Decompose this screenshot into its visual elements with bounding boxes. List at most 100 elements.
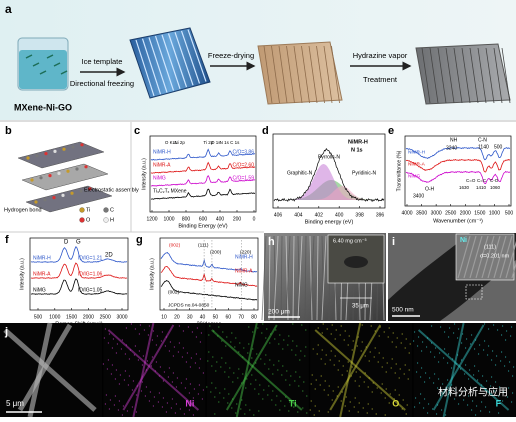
map-dot xyxy=(139,324,141,326)
label: N 1s xyxy=(351,147,363,153)
label: j xyxy=(4,326,8,338)
map-dot xyxy=(217,335,219,337)
fiber xyxy=(268,235,271,321)
map-dot xyxy=(390,367,392,369)
aerogel-block xyxy=(257,41,343,105)
map-dot xyxy=(363,381,365,383)
atom xyxy=(62,147,66,151)
label: Hydrogen bond xyxy=(4,207,42,213)
map-dot xyxy=(468,378,470,380)
map-dot xyxy=(453,332,455,334)
map-dot xyxy=(495,381,497,383)
plot-frame xyxy=(272,133,386,209)
map-dot xyxy=(125,344,127,346)
map-fiber xyxy=(235,322,258,418)
map-dot xyxy=(492,350,494,352)
map-dot xyxy=(414,406,416,408)
x-tick-label: 600 xyxy=(199,216,208,222)
trace xyxy=(160,265,258,287)
label: b xyxy=(5,125,12,137)
map-dot xyxy=(231,407,233,409)
legend-dot xyxy=(103,207,109,213)
map-dot xyxy=(175,386,177,388)
atom xyxy=(61,193,65,197)
map-dot xyxy=(422,341,424,343)
label: Intensity (a.u.) xyxy=(19,258,25,290)
map-dot xyxy=(130,323,132,325)
map-dot xyxy=(251,374,253,376)
map-dot xyxy=(432,408,434,410)
map-dot xyxy=(171,398,173,400)
map-dot xyxy=(490,385,492,387)
map-dot xyxy=(378,352,380,354)
map-dot xyxy=(195,336,197,338)
map-dot xyxy=(449,327,451,329)
fiber xyxy=(292,235,295,321)
label: g xyxy=(136,234,143,246)
map-dot xyxy=(340,325,342,327)
map-tile xyxy=(206,323,309,417)
map-dot xyxy=(138,350,140,352)
x-tick-label: 398 xyxy=(355,212,364,218)
map-dot xyxy=(124,370,126,372)
map-dot xyxy=(265,354,267,356)
series-label: NiMG xyxy=(153,175,166,181)
map-dot xyxy=(405,338,407,340)
channel xyxy=(271,45,280,104)
map-dot xyxy=(248,343,250,345)
map-dot xyxy=(508,370,510,372)
map-dot xyxy=(275,329,277,331)
fiber xyxy=(280,235,283,321)
map-dot xyxy=(288,410,290,412)
map-dot xyxy=(239,342,241,344)
atom xyxy=(34,200,38,204)
map-dot xyxy=(191,331,193,333)
sheet xyxy=(25,185,113,213)
map-dot xyxy=(114,395,116,397)
map-dot xyxy=(341,391,343,393)
map-dot xyxy=(451,384,453,386)
map-dot xyxy=(272,390,274,392)
map-dot xyxy=(457,354,459,356)
map-dot xyxy=(273,364,275,366)
atom xyxy=(30,178,34,182)
label: 1410 xyxy=(476,185,487,190)
map-dot xyxy=(140,390,142,392)
map-dot xyxy=(374,347,376,349)
map-dot xyxy=(127,384,129,386)
map-dot xyxy=(274,338,276,340)
map-dot xyxy=(155,361,157,363)
map-dot xyxy=(210,391,212,393)
map-dot xyxy=(242,356,244,358)
map-dot xyxy=(373,356,375,358)
map-dot xyxy=(485,389,487,391)
map-dot xyxy=(212,356,214,358)
map-dot xyxy=(192,414,194,416)
atom xyxy=(57,171,61,175)
map-dot xyxy=(270,333,272,335)
map-dot xyxy=(349,401,351,403)
map-dot xyxy=(476,405,478,407)
map-dot xyxy=(286,370,288,372)
map-dot xyxy=(464,390,466,392)
map-dot xyxy=(335,329,337,331)
map-dot xyxy=(368,360,370,362)
map-dot xyxy=(454,323,456,325)
map-dot xyxy=(416,371,418,373)
label: 2D xyxy=(105,253,113,259)
x-tick-label: 80 xyxy=(251,314,257,320)
map-dot xyxy=(434,373,436,375)
map-dot xyxy=(243,347,245,349)
map-label: F xyxy=(496,398,502,408)
map-dot xyxy=(474,365,476,367)
map-fiber xyxy=(107,329,200,411)
map-fiber xyxy=(442,322,465,418)
map-dot xyxy=(407,378,409,380)
flake xyxy=(39,70,47,75)
map-dot xyxy=(151,356,153,358)
map-dot xyxy=(455,389,457,391)
legend-dot xyxy=(103,217,109,223)
map-dot xyxy=(206,386,208,388)
watermark: 材料分析与应用 xyxy=(438,386,508,399)
flake xyxy=(46,54,54,59)
